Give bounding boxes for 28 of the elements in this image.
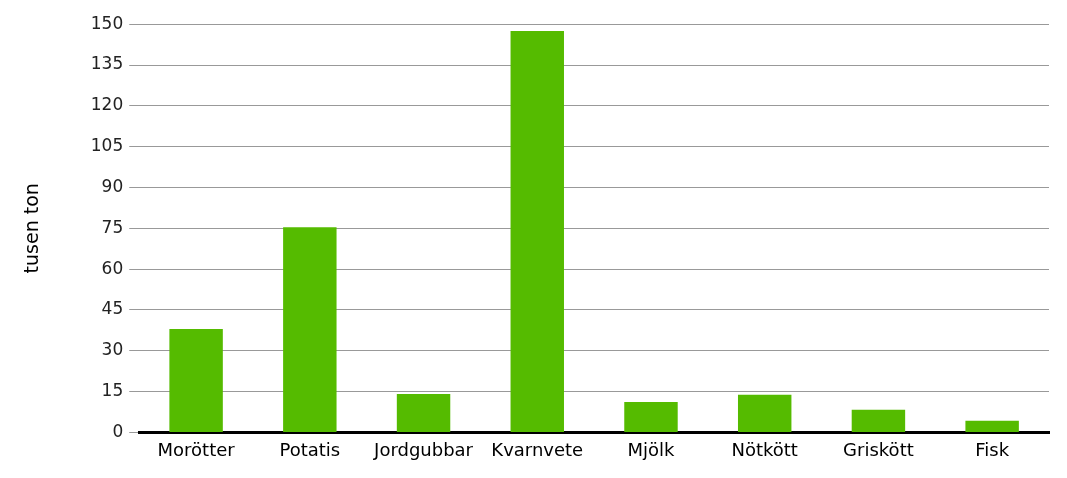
y-axis-title: tusen ton xyxy=(20,183,43,274)
x-tick-label: Kvarnvete xyxy=(491,438,584,460)
x-tick-label: Nötkött xyxy=(731,438,798,460)
y-tick-label: 30 xyxy=(101,339,124,360)
bar xyxy=(283,227,337,432)
y-tick-label: 60 xyxy=(101,257,124,278)
bar xyxy=(851,409,906,432)
x-tick-label: Mjölk xyxy=(627,438,676,460)
y-tick-label: 150 xyxy=(90,12,124,33)
bar xyxy=(510,31,564,432)
y-tick-label: 135 xyxy=(90,53,124,74)
y-tick-label: 45 xyxy=(101,298,124,319)
y-tick-label: 90 xyxy=(101,175,124,196)
x-tick-label: Morötter xyxy=(157,438,236,460)
bar xyxy=(624,401,678,432)
bar xyxy=(169,328,223,432)
bar xyxy=(965,420,1019,432)
y-tick-label: 0 xyxy=(112,420,124,441)
bar xyxy=(737,394,792,432)
x-tick-label: Jordgubbar xyxy=(373,438,474,460)
y-tick-label: 105 xyxy=(90,135,124,156)
x-tick-label: Potatis xyxy=(279,438,341,460)
x-tick-label: Fisk xyxy=(975,438,1010,460)
y-tick-label: 75 xyxy=(101,216,124,237)
y-tick-label: 120 xyxy=(90,94,124,115)
y-tick-label: 15 xyxy=(101,380,124,400)
bar xyxy=(396,394,451,432)
x-tick-label: Griskött xyxy=(843,438,914,460)
